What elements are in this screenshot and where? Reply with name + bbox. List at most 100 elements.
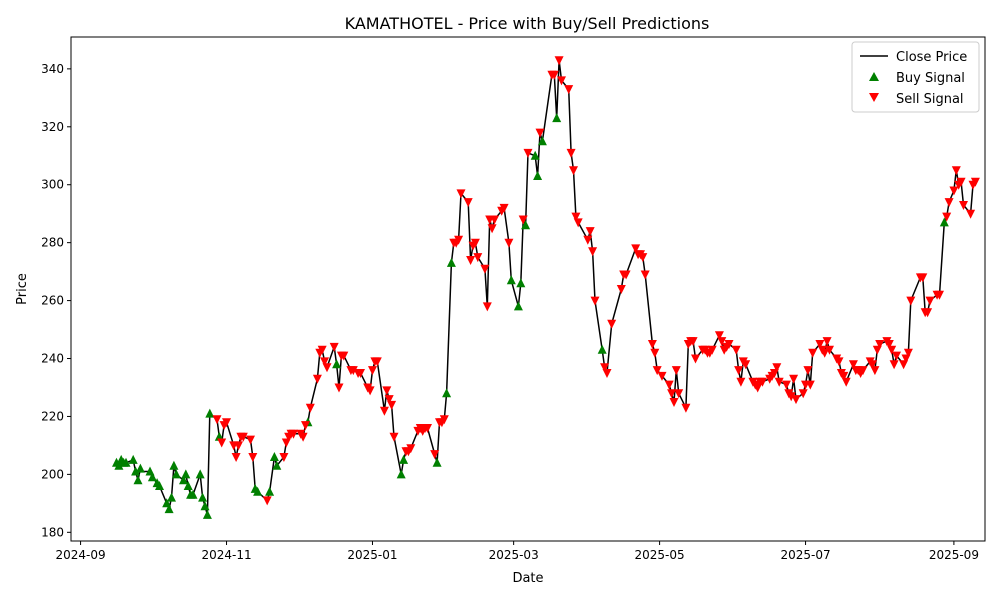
sell-signal-marker <box>569 166 578 176</box>
sell-signal-marker <box>549 70 559 80</box>
buy-signal-marker <box>121 457 131 467</box>
buy-signal-marker <box>202 509 212 519</box>
buy-signal-marker <box>332 359 342 369</box>
buy-signal-marker <box>399 454 409 464</box>
legend: Close Price Buy Signal Sell Signal <box>851 41 980 113</box>
x-tick-label: 2025-07 <box>780 548 830 562</box>
sell-signal-marker <box>356 369 365 378</box>
sell-signal-marker <box>600 363 610 373</box>
sell-signal-marker <box>667 389 677 399</box>
sell-signal-marker <box>602 369 612 378</box>
buy-signal-marker <box>513 301 523 311</box>
sell-signal-marker <box>959 201 968 210</box>
sell-signal-marker <box>798 389 808 399</box>
sell-signal-marker <box>301 421 310 431</box>
sell-signal-marker <box>430 450 440 460</box>
sell-signal-marker <box>808 348 818 358</box>
buy-signal-marker <box>188 489 198 499</box>
buy-signal-marker <box>265 486 275 496</box>
sell-signal-marker <box>815 340 825 349</box>
buy-signal-marker <box>164 504 174 514</box>
buy-signal-marker <box>214 431 224 441</box>
sell-signal-marker <box>935 290 944 300</box>
y-tick-label: 280 <box>41 236 64 250</box>
sell-signal-marker <box>454 235 464 245</box>
legend-buy-marker <box>869 72 879 81</box>
buy-signal-marker <box>114 460 124 470</box>
sell-signal-marker <box>470 238 480 248</box>
buy-signal-marker <box>269 452 279 461</box>
sell-signal-marker <box>231 453 241 462</box>
x-axis-title: Date <box>512 571 543 586</box>
sell-signal-marker <box>583 235 593 245</box>
buy-signal-marker <box>272 460 282 470</box>
buy-signal-marker <box>167 492 176 502</box>
legend-box <box>851 41 980 113</box>
sell-signal-marker <box>588 247 598 257</box>
sell-signal-marker <box>298 432 308 442</box>
buy-signal-marker <box>939 217 949 227</box>
plot-area <box>112 56 980 519</box>
sell-signal-marker <box>329 342 339 352</box>
sell-signal-marker <box>320 357 330 367</box>
sell-signal-marker <box>724 340 734 349</box>
sell-signal-marker <box>466 256 476 265</box>
y-tick-label: 200 <box>41 467 64 481</box>
sell-signal-marker <box>638 253 648 263</box>
buy-signal-marker <box>131 466 141 476</box>
buy-signal-marker <box>533 171 543 180</box>
sell-signal-marker <box>657 371 667 381</box>
sell-signal-marker <box>573 218 583 228</box>
sell-signal-marker <box>674 389 684 399</box>
sell-signal-marker <box>564 85 574 95</box>
sell-signal-marker <box>365 386 375 396</box>
buy-signal-marker <box>183 481 193 490</box>
y-tick-label: 320 <box>41 120 64 134</box>
sell-signal-marker <box>372 357 382 367</box>
sell-signal-marker <box>384 395 394 405</box>
legend-sell-marker <box>869 93 879 102</box>
buy-signal-marker <box>147 472 157 482</box>
sell-signal-marker <box>473 253 483 263</box>
buy-signal-marker <box>179 475 188 485</box>
sell-signal-marker <box>669 398 679 407</box>
y-axis-title: Price <box>15 273 30 305</box>
sell-signal-marker <box>334 383 344 393</box>
sell-signal-marker <box>949 186 959 196</box>
buy-signal-marker <box>530 150 540 160</box>
sell-signal-marker <box>681 403 691 413</box>
buy-signal-marker <box>253 486 263 496</box>
sell-signal-marker <box>789 374 799 384</box>
sell-signal-marker <box>348 366 358 376</box>
sell-signal-marker <box>248 453 258 462</box>
sell-signal-marker <box>758 377 767 387</box>
x-axis: 2024-09 2024-11 2025-01 2025-03 2025-05 2025-… <box>56 541 979 562</box>
y-axis: 180 200 220 240 260 280 300 320 340 <box>41 62 71 539</box>
sell-signal-marker <box>858 366 868 376</box>
sell-signal-marker <box>892 351 901 361</box>
sell-signal-marker <box>499 203 509 213</box>
sell-signal-marker <box>942 212 952 222</box>
sell-signal-marker <box>439 415 449 425</box>
legend-label-buy: Buy Signal <box>896 71 965 86</box>
sell-signal-marker <box>707 345 717 355</box>
sell-signal-marker <box>664 380 674 390</box>
sell-signal-marker <box>571 212 581 222</box>
sell-signal-marker <box>631 244 641 254</box>
sell-signal-marker <box>554 56 564 66</box>
buy-signal-marker <box>537 136 547 146</box>
plot-frame <box>70 36 986 542</box>
sell-signal-marker <box>781 380 791 390</box>
sell-signal-marker <box>640 270 650 280</box>
sell-signal-marker <box>339 351 349 361</box>
legend-label-close: Close Price <box>896 50 967 65</box>
sell-signal-marker <box>834 357 844 367</box>
sell-signal-marker <box>487 224 497 234</box>
sell-signal-marker <box>456 189 466 199</box>
buy-signal-marker <box>516 278 526 288</box>
sell-signal-marker <box>317 345 327 355</box>
sell-signal-marker <box>482 302 492 312</box>
buy-signal-marker <box>200 501 210 511</box>
sell-signal-marker <box>389 432 399 442</box>
